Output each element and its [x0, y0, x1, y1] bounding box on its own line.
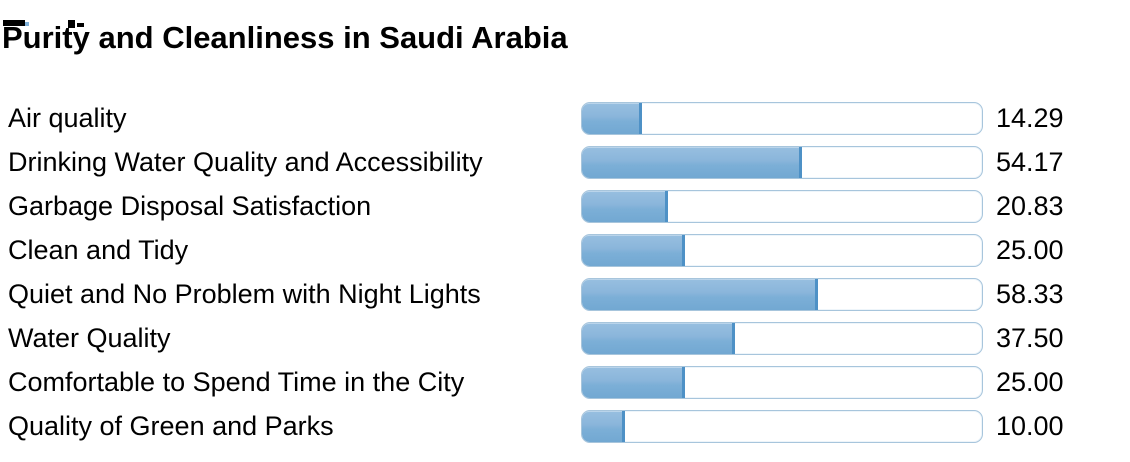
meter-track — [581, 321, 983, 355]
category-label: Garbage Disposal Satisfaction — [8, 190, 372, 221]
chart-row: Water Quality 37.50 — [0, 316, 1130, 360]
chart-title: Purity and Cleanliness in Saudi Arabia — [2, 20, 568, 55]
chart-row: Quiet and No Problem with Night Lights 5… — [0, 272, 1130, 316]
value-label: 25.00 — [996, 366, 1064, 397]
clipped-text-artifact — [68, 20, 75, 28]
meter-track — [581, 145, 983, 179]
value-label: 14.29 — [996, 102, 1064, 133]
chart-row: Air quality 14.29 — [0, 96, 1130, 140]
meter-track — [581, 409, 983, 443]
meter-fill — [582, 146, 802, 178]
clipped-text-artifact — [77, 23, 84, 27]
meter-fill — [582, 234, 685, 266]
category-label: Water Quality — [8, 322, 171, 353]
meter-track — [581, 365, 983, 399]
category-label: Air quality — [8, 102, 127, 133]
category-label: Quiet and No Problem with Night Lights — [8, 278, 481, 309]
chart-row: Clean and Tidy 25.00 — [0, 228, 1130, 272]
category-label: Comfortable to Spend Time in the City — [8, 366, 465, 397]
meter-track — [581, 233, 983, 267]
meter-fill — [582, 278, 819, 310]
clipped-text-artifact — [3, 20, 25, 26]
meter-fill — [582, 410, 625, 442]
meter-track — [581, 101, 983, 135]
value-label: 20.83 — [996, 190, 1064, 221]
chart-row: Garbage Disposal Satisfaction 20.83 — [0, 184, 1130, 228]
category-label: Drinking Water Quality and Accessibility — [8, 146, 483, 177]
value-label: 37.50 — [996, 322, 1064, 353]
category-label: Quality of Green and Parks — [8, 410, 334, 441]
chart-row: Quality of Green and Parks 10.00 — [0, 404, 1130, 448]
bar-rows: Air quality 14.29 Drinking Water Quality… — [0, 96, 1130, 448]
meter-fill — [582, 366, 685, 398]
chart-row: Comfortable to Spend Time in the City 25… — [0, 360, 1130, 404]
meter-fill — [582, 322, 735, 354]
value-label: 58.33 — [996, 278, 1064, 309]
value-label: 10.00 — [996, 410, 1064, 441]
value-label: 25.00 — [996, 234, 1064, 265]
meter-track — [581, 277, 983, 311]
value-label: 54.17 — [996, 146, 1064, 177]
clipped-text-artifact — [25, 22, 29, 26]
category-label: Clean and Tidy — [8, 234, 189, 265]
meter-fill — [582, 102, 643, 134]
meter-track — [581, 189, 983, 223]
meter-fill — [582, 190, 669, 222]
chart-row: Drinking Water Quality and Accessibility… — [0, 140, 1130, 184]
